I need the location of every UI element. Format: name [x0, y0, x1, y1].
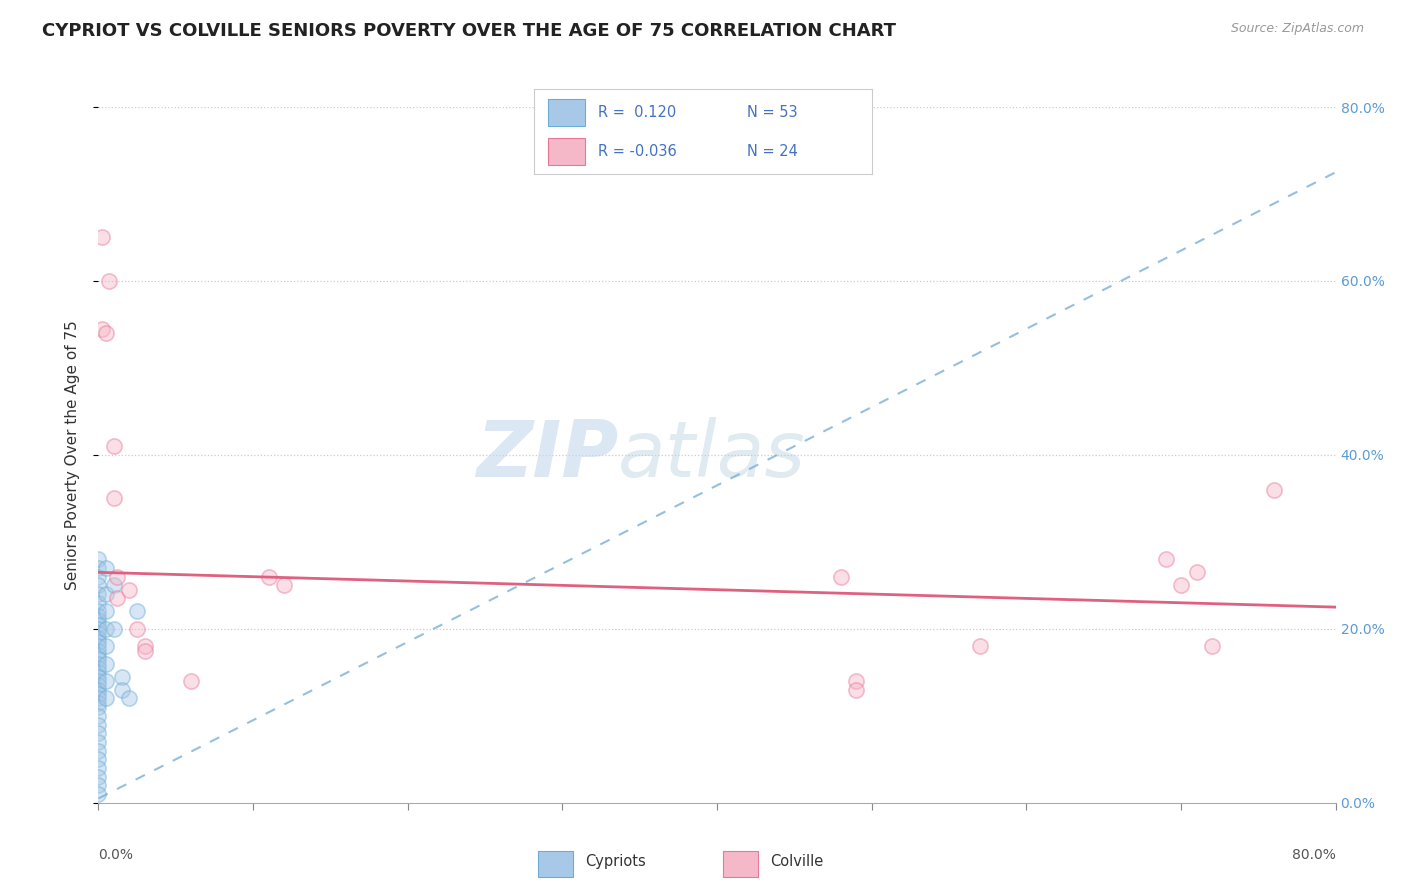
- Point: [87, 770, 110, 784]
- Point: [1170, 578, 1192, 592]
- Point: [87, 670, 110, 684]
- Y-axis label: Seniors Poverty Over the Age of 75: Seniors Poverty Over the Age of 75: [65, 320, 80, 590]
- Text: Cypriots: Cypriots: [585, 855, 645, 869]
- Text: atlas: atlas: [619, 417, 806, 493]
- Point: [1154, 552, 1177, 566]
- Point: [1185, 566, 1208, 580]
- Point: [98, 274, 121, 288]
- Point: [103, 578, 125, 592]
- Point: [87, 657, 110, 671]
- Point: [87, 643, 110, 657]
- Point: [87, 687, 110, 701]
- Point: [87, 561, 110, 575]
- Point: [103, 439, 125, 453]
- Point: [87, 578, 110, 592]
- Text: 80.0%: 80.0%: [1292, 848, 1336, 862]
- Point: [87, 648, 110, 662]
- Point: [87, 761, 110, 775]
- Point: [96, 587, 118, 601]
- Point: [87, 682, 110, 697]
- Point: [111, 682, 134, 697]
- FancyBboxPatch shape: [548, 138, 585, 165]
- Point: [96, 657, 118, 671]
- Point: [105, 591, 128, 606]
- Point: [87, 778, 110, 792]
- Point: [103, 491, 125, 506]
- Point: [134, 643, 156, 657]
- Point: [134, 639, 156, 653]
- Text: Colville: Colville: [770, 855, 823, 869]
- Point: [127, 605, 149, 619]
- Point: [87, 652, 110, 666]
- Point: [96, 674, 118, 689]
- FancyBboxPatch shape: [723, 851, 758, 877]
- Point: [830, 570, 852, 584]
- Text: Source: ZipAtlas.com: Source: ZipAtlas.com: [1230, 22, 1364, 36]
- Point: [87, 661, 110, 675]
- Point: [87, 678, 110, 692]
- Point: [87, 617, 110, 632]
- Text: N = 24: N = 24: [747, 145, 797, 160]
- Point: [96, 326, 118, 340]
- Point: [969, 639, 991, 653]
- Point: [87, 552, 110, 566]
- Point: [103, 622, 125, 636]
- Point: [87, 635, 110, 649]
- Text: ZIP: ZIP: [475, 417, 619, 493]
- Point: [87, 726, 110, 740]
- Text: R = -0.036: R = -0.036: [599, 145, 678, 160]
- Point: [90, 230, 112, 244]
- Point: [118, 691, 141, 706]
- Point: [87, 626, 110, 640]
- Point: [87, 708, 110, 723]
- Point: [96, 622, 118, 636]
- Point: [111, 670, 134, 684]
- Point: [96, 561, 118, 575]
- Text: 0.0%: 0.0%: [98, 848, 134, 862]
- Point: [87, 696, 110, 710]
- Point: [87, 674, 110, 689]
- Point: [87, 631, 110, 645]
- Point: [87, 787, 110, 801]
- FancyBboxPatch shape: [548, 99, 585, 127]
- Point: [845, 682, 868, 697]
- Text: CYPRIOT VS COLVILLE SENIORS POVERTY OVER THE AGE OF 75 CORRELATION CHART: CYPRIOT VS COLVILLE SENIORS POVERTY OVER…: [42, 22, 896, 40]
- Point: [87, 691, 110, 706]
- Point: [180, 674, 202, 689]
- Point: [87, 608, 110, 623]
- Point: [87, 717, 110, 731]
- Point: [87, 596, 110, 610]
- Point: [87, 639, 110, 653]
- Point: [87, 700, 110, 714]
- Point: [273, 578, 295, 592]
- Point: [845, 674, 868, 689]
- Point: [96, 605, 118, 619]
- Point: [87, 587, 110, 601]
- Point: [127, 622, 149, 636]
- Point: [87, 570, 110, 584]
- Point: [96, 691, 118, 706]
- Point: [1201, 639, 1223, 653]
- FancyBboxPatch shape: [537, 851, 574, 877]
- Point: [87, 735, 110, 749]
- Point: [87, 752, 110, 766]
- Point: [105, 570, 128, 584]
- Point: [87, 605, 110, 619]
- Point: [1263, 483, 1285, 497]
- Point: [96, 639, 118, 653]
- Point: [118, 582, 141, 597]
- Point: [87, 744, 110, 758]
- Point: [87, 613, 110, 627]
- Point: [87, 665, 110, 680]
- Text: N = 53: N = 53: [747, 105, 797, 120]
- Point: [257, 570, 280, 584]
- Text: R =  0.120: R = 0.120: [599, 105, 676, 120]
- Point: [87, 622, 110, 636]
- Point: [90, 322, 112, 336]
